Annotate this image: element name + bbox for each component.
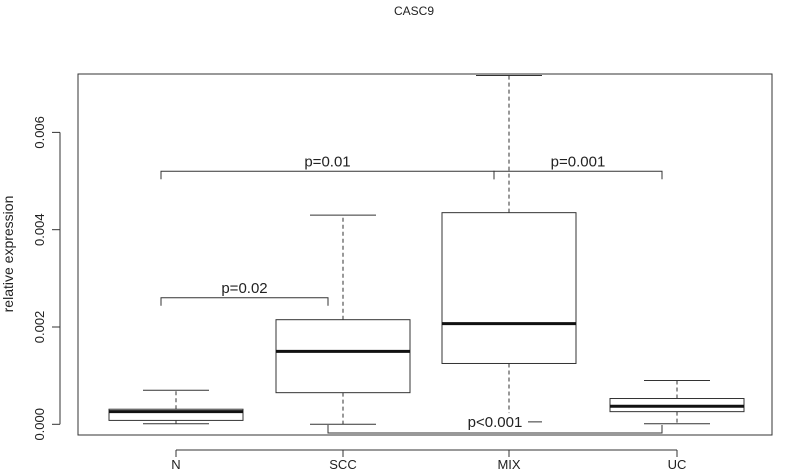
significance-annotations: p=0.02 p=0.01 p=0.001 p<0.001	[160, 153, 663, 434]
p-value-label: p=0.01	[304, 153, 350, 170]
p-value-label: p=0.001	[551, 153, 606, 170]
plot-frame	[77, 73, 773, 436]
bracket-scc-uc: p<0.001	[327, 413, 663, 434]
box-iqr	[108, 408, 244, 421]
box-iqr	[275, 319, 411, 394]
y-axis-label: relative expression	[0, 196, 16, 313]
bracket-n-scc: p=0.02	[160, 280, 329, 306]
bracket-line	[327, 425, 663, 434]
chart-title: CASC9	[394, 4, 434, 18]
x-tick-label: N	[171, 457, 180, 470]
x-tick-label: SCC	[329, 457, 356, 470]
y-tick-label: 0.002	[32, 311, 47, 344]
y-tick-label: 0.000	[32, 408, 47, 441]
box-mix	[441, 74, 577, 423]
boxes	[108, 74, 745, 425]
box-scc	[275, 214, 411, 425]
bracket-line	[493, 170, 663, 180]
x-axis: N SCC MIX UC	[171, 449, 687, 470]
box-iqr	[441, 212, 577, 364]
y-tick-label: 0.006	[32, 116, 47, 149]
bracket-n-mix: p=0.01	[160, 153, 495, 180]
y-tick-label: 0.004	[32, 213, 47, 246]
p-value-label: p<0.001	[468, 414, 523, 431]
box-n	[108, 389, 244, 425]
bracket-mix-uc: p=0.001	[493, 153, 663, 180]
bracket-line	[160, 170, 495, 180]
x-tick-label: UC	[668, 457, 687, 470]
bracket-line	[160, 297, 329, 306]
label-backdrop	[462, 413, 528, 431]
x-tick-label: MIX	[497, 457, 520, 470]
p-value-label: p=0.02	[221, 280, 267, 297]
y-axis: 0.000 0.002 0.004 0.006	[32, 116, 61, 441]
box-uc	[609, 380, 745, 425]
